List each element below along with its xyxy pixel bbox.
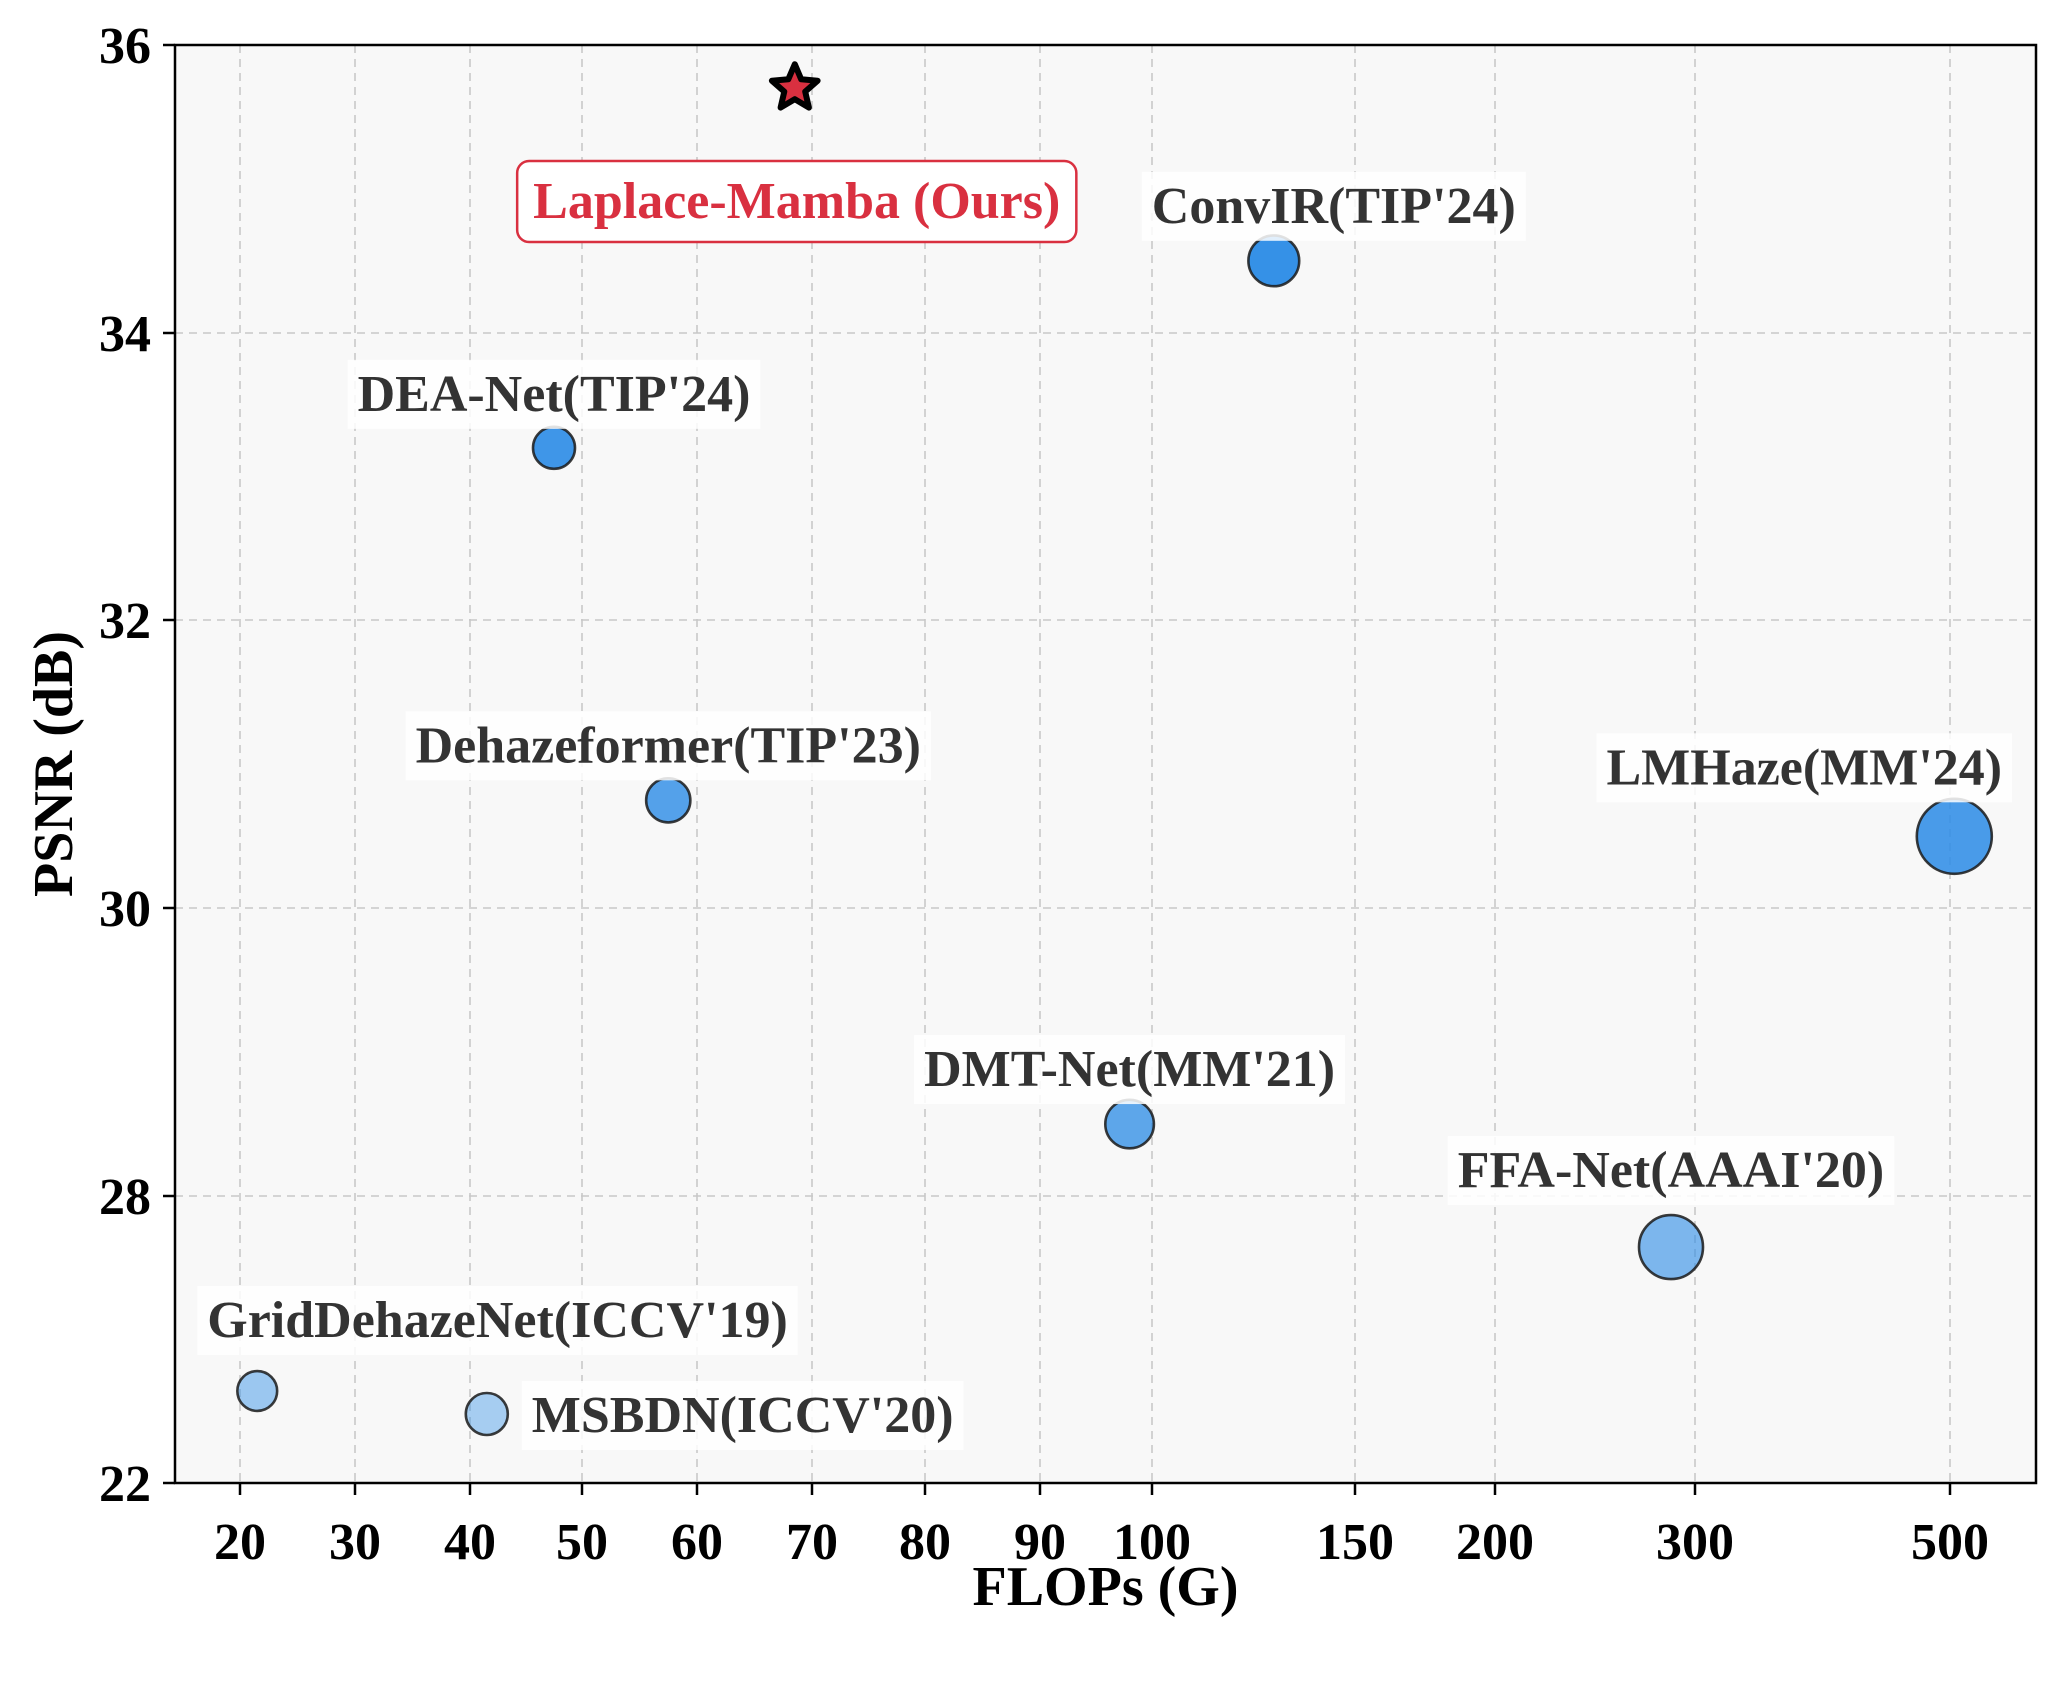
data-point-label-backdrop [347, 359, 761, 429]
ours-label-box [515, 159, 1078, 244]
data-point-label: DEA-Net(TIP'24) [358, 366, 751, 423]
plot-frame [173, 43, 2038, 1485]
data-point-marker [1247, 234, 1301, 288]
data-point-label: LMHaze(MM'24) [1606, 739, 2002, 796]
data-point-marker [644, 776, 692, 824]
x-tick-label: 80 [899, 1514, 951, 1571]
data-point-label: Dehazeformer(TIP'23) [416, 717, 921, 774]
data-point-label-backdrop [914, 1035, 1346, 1105]
x-tick-label: 200 [1456, 1514, 1534, 1571]
data-point-label: DMT-Net(MM'21) [924, 1041, 1335, 1098]
data-point-label: FFA-Net(AAAI'20) [1458, 1142, 1884, 1199]
x-tick-label: 500 [1911, 1514, 1989, 1571]
axis-ticks: 20 30 40 50 60 70 80 90 100 150 200 300 500 22 28 30 32 3… [99, 18, 1989, 1571]
data-point-marker [1103, 1098, 1156, 1150]
x-tick-label: 60 [671, 1514, 723, 1571]
x-tick-label: 90 [1014, 1514, 1066, 1571]
data-point-marker [236, 1369, 279, 1413]
data-point-label-backdrop [521, 1381, 964, 1450]
x-tick-label: 30 [329, 1514, 381, 1571]
data-point-marker [531, 425, 577, 471]
x-tick-label: 50 [556, 1514, 608, 1571]
data-point-label-backdrop [1596, 733, 2013, 803]
x-tick-label: 150 [1316, 1514, 1394, 1571]
y-axis-title: PSNR (dB) [23, 631, 85, 897]
x-tick-label: 100 [1113, 1514, 1191, 1571]
y-tick-label: 32 [99, 593, 151, 650]
data-points [236, 61, 1994, 1437]
data-point-label: MSBDN(ICCV'20) [532, 1387, 954, 1444]
x-tick-label: 40 [444, 1514, 496, 1571]
ours-star-marker [768, 61, 821, 111]
x-tick-label: 20 [214, 1514, 266, 1571]
data-point-marker [1637, 1213, 1705, 1281]
x-axis-title: FLOPs (G) [973, 1556, 1239, 1618]
x-tick-label: 70 [786, 1514, 838, 1571]
x-tick-label: 300 [1656, 1514, 1734, 1571]
y-tick-label: 30 [99, 881, 151, 938]
data-point-marker [1915, 797, 1994, 876]
y-tick-label: 22 [99, 1456, 151, 1513]
y-tick-label: 28 [99, 1169, 151, 1226]
data-point-label-backdrop [1141, 171, 1526, 241]
point-labels: GridDehazeNet(ICCV'19) MSBDN(ICCV'20) DEA-… [197, 159, 2013, 1450]
data-point-label: ConvIR(TIP'24) [1152, 178, 1516, 235]
y-tick-label: 34 [99, 306, 151, 363]
data-point-label-backdrop [1447, 1136, 1895, 1206]
data-point-marker [464, 1391, 510, 1437]
y-tick-label: 36 [99, 18, 151, 75]
data-point-label-backdrop [405, 711, 931, 781]
ours-label: Laplace-Mamba (Ours) [533, 173, 1060, 230]
data-point-label: GridDehazeNet(ICCV'19) [207, 1292, 788, 1349]
data-point-label-backdrop [197, 1286, 798, 1355]
